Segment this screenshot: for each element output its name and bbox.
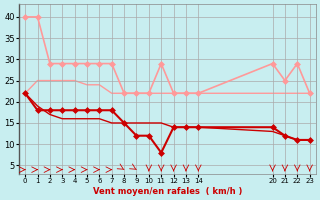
X-axis label: Vent moyen/en rafales  ( km/h ): Vent moyen/en rafales ( km/h ): [93, 187, 242, 196]
